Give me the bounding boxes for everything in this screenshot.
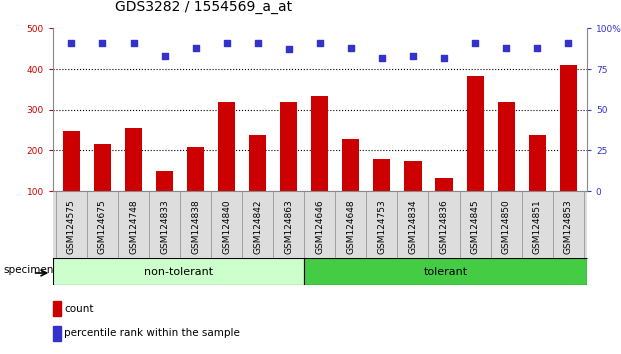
Text: GSM124753: GSM124753 (378, 199, 386, 254)
Text: GSM124842: GSM124842 (253, 199, 262, 254)
Bar (528, 135, 546, 191)
Point (501, 45, 511, 51)
Point (470, 40, 480, 46)
Bar (311, 96, 329, 191)
Point (253, 40, 263, 46)
Bar (156, 171, 173, 191)
Point (563, 40, 573, 46)
Bar (280, 102, 297, 191)
Text: GSM124840: GSM124840 (222, 199, 231, 254)
Bar (218, 102, 235, 191)
Bar (187, 147, 204, 191)
Point (377, 55, 387, 61)
Bar (435, 178, 453, 191)
Bar (249, 135, 266, 191)
Text: GSM124845: GSM124845 (471, 199, 479, 254)
Bar (63, 131, 80, 191)
Bar (53, 301, 61, 316)
Text: tolerant: tolerant (424, 267, 468, 277)
Point (66, 40, 76, 46)
Bar (304, 258, 587, 285)
Text: GSM124834: GSM124834 (409, 199, 417, 254)
Point (222, 40, 232, 46)
Point (532, 45, 542, 51)
Point (129, 40, 138, 46)
Bar (497, 102, 515, 191)
Bar (342, 139, 360, 191)
Bar (560, 65, 577, 191)
Point (97, 40, 107, 46)
Bar (373, 159, 391, 191)
Text: GSM124863: GSM124863 (284, 199, 293, 254)
Bar (53, 326, 61, 341)
Text: GDS3282 / 1554569_a_at: GDS3282 / 1554569_a_at (115, 0, 292, 14)
Text: GSM124575: GSM124575 (67, 199, 76, 254)
Text: GSM124838: GSM124838 (191, 199, 200, 254)
Text: GSM124836: GSM124836 (440, 199, 448, 254)
Text: count: count (64, 304, 94, 314)
Point (346, 45, 356, 51)
Bar (53, 258, 304, 285)
Point (191, 45, 201, 51)
Point (284, 47, 294, 52)
Text: GSM124833: GSM124833 (160, 199, 169, 254)
Point (160, 53, 170, 59)
Bar (466, 76, 484, 191)
Bar (125, 128, 142, 191)
Bar (404, 161, 422, 191)
Point (439, 55, 449, 61)
Text: specimen: specimen (3, 266, 53, 275)
Text: GSM124648: GSM124648 (347, 199, 355, 254)
Text: GSM124675: GSM124675 (98, 199, 107, 254)
Text: percentile rank within the sample: percentile rank within the sample (64, 329, 240, 338)
Text: non-tolerant: non-tolerant (144, 267, 213, 277)
Point (408, 53, 418, 59)
Text: GSM124850: GSM124850 (502, 199, 510, 254)
Text: GSM124851: GSM124851 (533, 199, 542, 254)
Text: GSM124748: GSM124748 (129, 199, 138, 254)
Point (315, 40, 325, 46)
Bar (94, 144, 111, 191)
Text: GSM124646: GSM124646 (315, 199, 324, 254)
Text: GSM124853: GSM124853 (564, 199, 573, 254)
